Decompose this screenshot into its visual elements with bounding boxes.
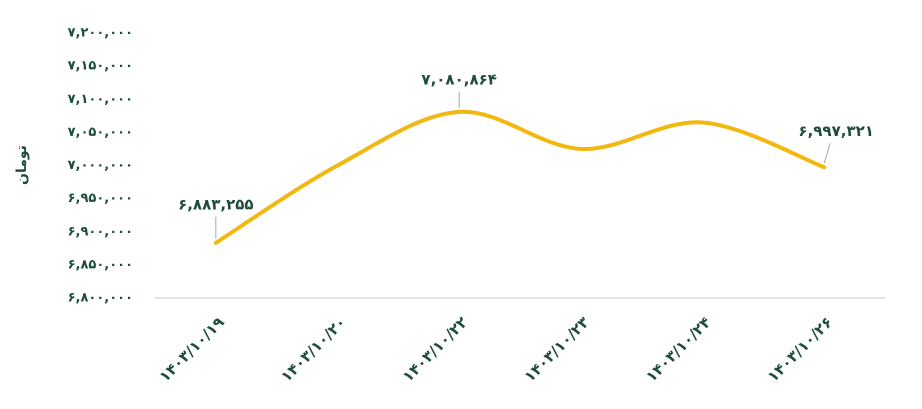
y-tick-label: ۶,۹۰۰,۰۰۰ [68,224,133,239]
data-label: ۶,۹۹۷,۳۲۱ [798,122,873,140]
x-tick-label: ۱۴۰۳/۱۰/۲۳ [521,313,593,385]
y-tick-label: ۷,۱۰۰,۰۰۰ [68,92,133,107]
line-series [213,109,827,245]
x-tick-label: ۱۴۰۳/۱۰/۲۰ [277,313,349,385]
leader-line [823,143,831,164]
y-tick-label: ۷,۰۰۰,۰۰۰ [68,158,133,173]
y-tick-label: ۷,۰۵۰,۰۰۰ [68,125,133,140]
y-tick-label: ۷,۲۰۰,۰۰۰ [68,26,133,41]
x-tick-label: ۱۴۰۳/۱۰/۲۶ [764,313,836,385]
y-tick-label: ۶,۸۰۰,۰۰۰ [68,291,133,306]
y-tick-label: ۶,۹۵۰,۰۰۰ [68,191,133,206]
data-label: ۶,۸۸۳,۲۵۵ [178,195,253,213]
y-tick-label: ۷,۱۵۰,۰۰۰ [68,59,133,74]
data-label: ۷,۰۸۰,۸۶۴ [421,70,496,88]
y-axis-title: تومان [14,145,30,185]
x-tick-label: ۱۴۰۳/۱۰/۲۴ [642,313,714,385]
x-tick-label: ۱۴۰۳/۱۰/۱۹ [156,313,228,385]
y-tick-label: ۶,۸۵۰,۰۰۰ [68,257,133,272]
x-tick-label: ۱۴۰۳/۱۰/۲۲ [399,313,471,385]
